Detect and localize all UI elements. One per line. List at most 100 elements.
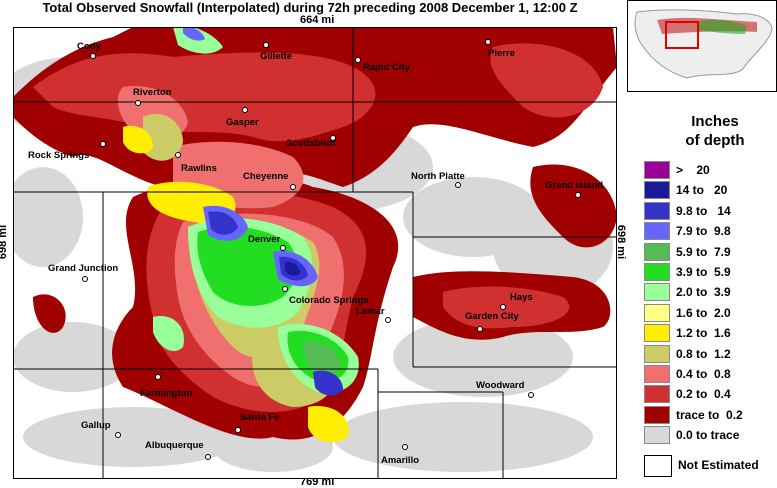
city-santa-fe: Santa Fe xyxy=(235,412,280,433)
us-inset-map xyxy=(627,0,777,92)
city-gallup: Gallup xyxy=(81,420,121,438)
svg-text:Grand Island: Grand Island xyxy=(545,180,603,191)
city-cody: Cody xyxy=(77,41,101,59)
svg-text:Garden City: Garden City xyxy=(465,311,520,322)
city-denver: Denver xyxy=(248,234,286,251)
legend-item: 5.9 to 7.9 xyxy=(644,242,777,261)
band-blue xyxy=(183,27,343,396)
not-estimated-swatch xyxy=(644,455,672,477)
legend-item: 7.9 to 9.8 xyxy=(644,221,777,241)
svg-text:Gasper: Gasper xyxy=(226,117,259,128)
svg-text:Cheyenne: Cheyenne xyxy=(243,171,288,182)
legend-swatch xyxy=(644,365,670,383)
legend-swatch xyxy=(644,161,670,179)
city-markers: Cody Gillette Rapid City Pierre Riverton… xyxy=(28,39,603,466)
city-colorado-springs: Colorado Springs xyxy=(282,286,369,306)
scale-left-label: 698 mi xyxy=(0,224,10,260)
city-pierre: Pierre xyxy=(485,39,515,59)
city-woodward: Woodward xyxy=(476,380,534,398)
legend-label: 1.2 to 1.6 xyxy=(676,326,731,341)
legend-swatch xyxy=(644,303,670,322)
legend-item: 1.6 to 2.0 xyxy=(644,303,777,322)
legend-label: 3.9 to 5.9 xyxy=(676,265,731,279)
city-scottsbluff: Scottsbluff xyxy=(286,135,336,149)
city-lamar: Lamar xyxy=(356,306,391,323)
svg-text:Riverton: Riverton xyxy=(133,87,172,98)
legend-label: 0.2 to 0.4 xyxy=(676,387,731,402)
legend-label: 1.6 to 2.0 xyxy=(676,305,731,320)
legend-label: 0.0 to trace xyxy=(676,428,740,443)
snowfall-map: Cody Gillette Rapid City Pierre Riverton… xyxy=(13,27,617,479)
legend-label: 0.4 to 0.8 xyxy=(676,367,731,381)
svg-text:Cody: Cody xyxy=(77,41,101,52)
not-estimated-label: Not Estimated xyxy=(678,458,759,472)
svg-text:Hays: Hays xyxy=(510,292,533,303)
legend-swatch xyxy=(644,181,670,200)
legend-swatch xyxy=(644,201,670,220)
svg-text:Colorado Springs: Colorado Springs xyxy=(289,295,369,306)
scale-bottom-label: 769 mi xyxy=(300,476,335,488)
city-cheyenne: Cheyenne xyxy=(243,171,296,190)
city-amarillo: Amarillo xyxy=(381,444,419,466)
svg-text:Scottsbluff: Scottsbluff xyxy=(286,138,336,149)
legend-swatch xyxy=(644,385,670,404)
legend-label: 7.9 to 9.8 xyxy=(676,224,731,239)
city-grand-junction: Grand Junction xyxy=(48,263,118,282)
inset-region-box xyxy=(665,21,699,49)
legend-item: 0.8 to 1.2 xyxy=(644,344,777,363)
legend-swatch xyxy=(644,405,670,424)
legend-swatch xyxy=(644,324,670,343)
svg-text:Lamar: Lamar xyxy=(356,306,385,317)
legend-item: 1.2 to 1.6 xyxy=(644,323,777,343)
legend-label: 2.0 to 3.9 xyxy=(676,285,731,300)
city-north-platte: North Platte xyxy=(411,171,465,188)
legend-swatch xyxy=(644,222,670,241)
svg-text:Denver: Denver xyxy=(248,234,281,245)
svg-text:Gillette: Gillette xyxy=(260,51,292,62)
band-green xyxy=(153,27,359,393)
legend-swatch xyxy=(644,426,670,445)
legend-swatch xyxy=(644,344,670,363)
city-farmington: Farmington xyxy=(140,374,192,399)
city-rawlins: Rawlins xyxy=(175,152,217,174)
state-borders xyxy=(13,27,617,479)
svg-text:Woodward: Woodward xyxy=(476,380,525,391)
legend-item: trace to 0.2 xyxy=(644,405,777,424)
legend-label: 5.9 to 7.9 xyxy=(676,244,731,259)
legend-item: > 20 xyxy=(644,160,777,179)
legend-label: > 20 xyxy=(676,163,710,177)
svg-text:Grand Junction: Grand Junction xyxy=(48,263,118,274)
legend-item: 0.2 to 0.4 xyxy=(644,384,777,404)
scale-top-label: 664 mi xyxy=(300,14,335,26)
city-gasper: Gasper xyxy=(226,107,259,128)
svg-text:Albuquerque: Albuquerque xyxy=(145,440,204,451)
city-albuquerque: Albuquerque xyxy=(145,440,211,460)
legend-label: 9.8 to 14 xyxy=(676,203,731,218)
city-rock-springs: Rock Springs xyxy=(28,141,106,161)
svg-text:Rawlins: Rawlins xyxy=(181,163,217,174)
legend-swatch xyxy=(644,263,670,281)
svg-text:Santa Fe: Santa Fe xyxy=(240,412,280,423)
legend-item: 0.0 to trace xyxy=(644,425,777,445)
svg-text:Rapid City: Rapid City xyxy=(363,62,411,73)
legend-label: trace to 0.2 xyxy=(676,407,743,422)
city-gillette: Gillette xyxy=(260,42,292,62)
svg-text:Pierre: Pierre xyxy=(488,48,515,59)
legend-item: 2.0 to 3.9 xyxy=(644,282,777,302)
svg-text:North Platte: North Platte xyxy=(411,171,465,182)
legend-item: 14 to 20 xyxy=(644,180,777,200)
legend-label: 14 to 20 xyxy=(676,183,728,198)
svg-text:Gallup: Gallup xyxy=(81,420,111,431)
city-garden-city: Garden City xyxy=(465,311,520,332)
svg-text:Amarillo: Amarillo xyxy=(381,455,419,466)
map-title: Total Observed Snowfall (Interpolated) d… xyxy=(42,0,578,15)
city-grand-island: Grand Island xyxy=(545,180,603,198)
legend-swatch xyxy=(644,283,670,302)
legend-swatch xyxy=(644,242,670,261)
legend-label: 0.8 to 1.2 xyxy=(676,346,731,361)
svg-text:Rock Springs: Rock Springs xyxy=(28,150,89,161)
map-frame xyxy=(13,27,617,479)
legend-item: 0.4 to 0.8 xyxy=(644,364,777,383)
legend-item: 9.8 to 14 xyxy=(644,201,777,220)
city-rapid-city: Rapid City xyxy=(355,57,411,73)
